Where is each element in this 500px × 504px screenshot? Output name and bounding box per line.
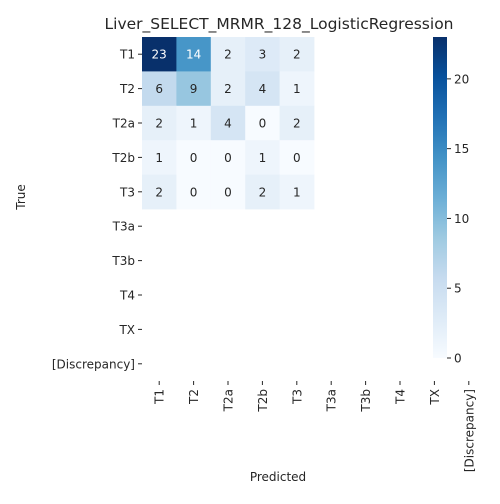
heatmap-cell bbox=[279, 140, 315, 175]
cell-value-label: 3 bbox=[259, 48, 267, 62]
cell-value-label: 1 bbox=[190, 117, 198, 131]
y-axis-ticks: T1 T2 T2a T2b T3 T3a T3b T4 TX [Discrepancy] bbox=[52, 48, 142, 371]
y-tick-label: T3b bbox=[111, 254, 135, 268]
colorbar-tick-label: 20 bbox=[454, 72, 469, 86]
cell-value-label: 2 bbox=[259, 185, 267, 199]
y-tick-label: T3 bbox=[119, 185, 135, 199]
cell-value-label: 2 bbox=[293, 48, 301, 62]
colorbar-tick-label: 5 bbox=[454, 282, 462, 296]
x-axis-label: Predicted bbox=[250, 470, 306, 484]
x-tick-label: [Discrepancy] bbox=[462, 389, 476, 472]
heatmap-cell bbox=[176, 71, 212, 107]
heatmap-cell bbox=[210, 37, 246, 72]
cell-value-label: 1 bbox=[293, 82, 301, 96]
heatmap-cells bbox=[142, 37, 315, 210]
y-tick-label: TX bbox=[118, 323, 135, 337]
heatmap-cell bbox=[176, 105, 212, 141]
cell-value-label: 1 bbox=[293, 185, 301, 199]
heatmap-cell bbox=[142, 140, 177, 175]
heatmap-cell bbox=[245, 105, 280, 141]
heatmap-cell bbox=[142, 105, 177, 141]
heatmap-cell bbox=[210, 71, 246, 107]
heatmap-cell bbox=[245, 174, 280, 210]
heatmap-cell bbox=[245, 71, 280, 107]
colorbar-ticks: 0 5 10 15 20 bbox=[447, 72, 469, 366]
heatmap-cell-labels: 23 14 2 3 26 9 2 4 12 1 4 0 21 0 0 1 02 0 0 2 1 bbox=[152, 48, 301, 200]
cell-value-label: 0 bbox=[224, 151, 232, 165]
colorbar-tick-label: 10 bbox=[454, 212, 469, 226]
y-tick-label: [Discrepancy] bbox=[52, 357, 135, 371]
heatmap-cell bbox=[142, 71, 177, 107]
x-tick-label: TX bbox=[428, 389, 442, 406]
heatmap-cell bbox=[142, 37, 177, 72]
cell-value-label: 1 bbox=[155, 151, 163, 165]
cell-value-label: 2 bbox=[224, 48, 232, 62]
cell-value-label: 14 bbox=[186, 48, 201, 62]
y-tick-label: T2a bbox=[112, 117, 135, 131]
cell-value-label: 4 bbox=[259, 82, 267, 96]
heatmap-cell bbox=[245, 37, 280, 72]
x-tick-label: T1 bbox=[153, 389, 167, 405]
cell-value-label: 2 bbox=[224, 82, 232, 96]
x-tick-label: T2a bbox=[222, 389, 236, 412]
heatmap-cell bbox=[279, 174, 315, 210]
x-axis-ticks: T1 T2 T2a T2b T3 T3a T3b T4 TX [Discrepancy] bbox=[153, 381, 476, 472]
colorbar-tick-label: 15 bbox=[454, 142, 469, 156]
x-tick-label: T3 bbox=[290, 389, 304, 405]
heatmap-cell bbox=[279, 71, 315, 107]
heatmap-cell bbox=[210, 174, 246, 210]
cell-value-label: 2 bbox=[155, 117, 163, 131]
cell-value-label: 1 bbox=[259, 151, 267, 165]
cell-value-label: 0 bbox=[224, 185, 232, 199]
heatmap-cell bbox=[210, 105, 246, 141]
y-tick-label: T4 bbox=[119, 289, 135, 303]
cell-value-label: 23 bbox=[152, 48, 167, 62]
y-axis-label: True bbox=[14, 184, 28, 211]
cell-value-label: 0 bbox=[259, 117, 267, 131]
x-tick-label: T3b bbox=[359, 389, 373, 413]
cell-value-label: 9 bbox=[190, 82, 198, 96]
y-tick-label: T1 bbox=[119, 48, 135, 62]
cell-value-label: 4 bbox=[224, 117, 232, 131]
heatmap-cell bbox=[245, 140, 280, 175]
y-tick-label: T2 bbox=[119, 82, 135, 96]
x-tick-label: T2b bbox=[256, 389, 270, 413]
colorbar-tick-label: 0 bbox=[454, 352, 462, 366]
cell-value-label: 0 bbox=[190, 151, 198, 165]
cell-value-label: 2 bbox=[293, 117, 301, 131]
heatmap-cell bbox=[210, 140, 246, 175]
cell-value-label: 0 bbox=[293, 151, 301, 165]
x-tick-label: T3a bbox=[325, 389, 339, 412]
heatmap-cell bbox=[279, 105, 315, 141]
heatmap-cell bbox=[176, 140, 212, 175]
heatmap-cell bbox=[176, 174, 212, 210]
x-tick-label: T2 bbox=[187, 389, 201, 405]
x-tick-label: T4 bbox=[394, 389, 408, 405]
colorbar bbox=[433, 37, 447, 358]
cell-value-label: 6 bbox=[155, 82, 163, 96]
heatmap-cell bbox=[279, 37, 315, 72]
cell-value-label: 0 bbox=[190, 185, 198, 199]
y-tick-label: T3a bbox=[112, 220, 135, 234]
chart-title: Liver_SELECT_MRMR_128_LogisticRegression bbox=[105, 15, 454, 34]
heatmap-cell bbox=[142, 174, 177, 210]
heatmap-cell bbox=[176, 37, 212, 72]
y-tick-label: T2b bbox=[111, 151, 135, 165]
cell-value-label: 2 bbox=[155, 185, 163, 199]
